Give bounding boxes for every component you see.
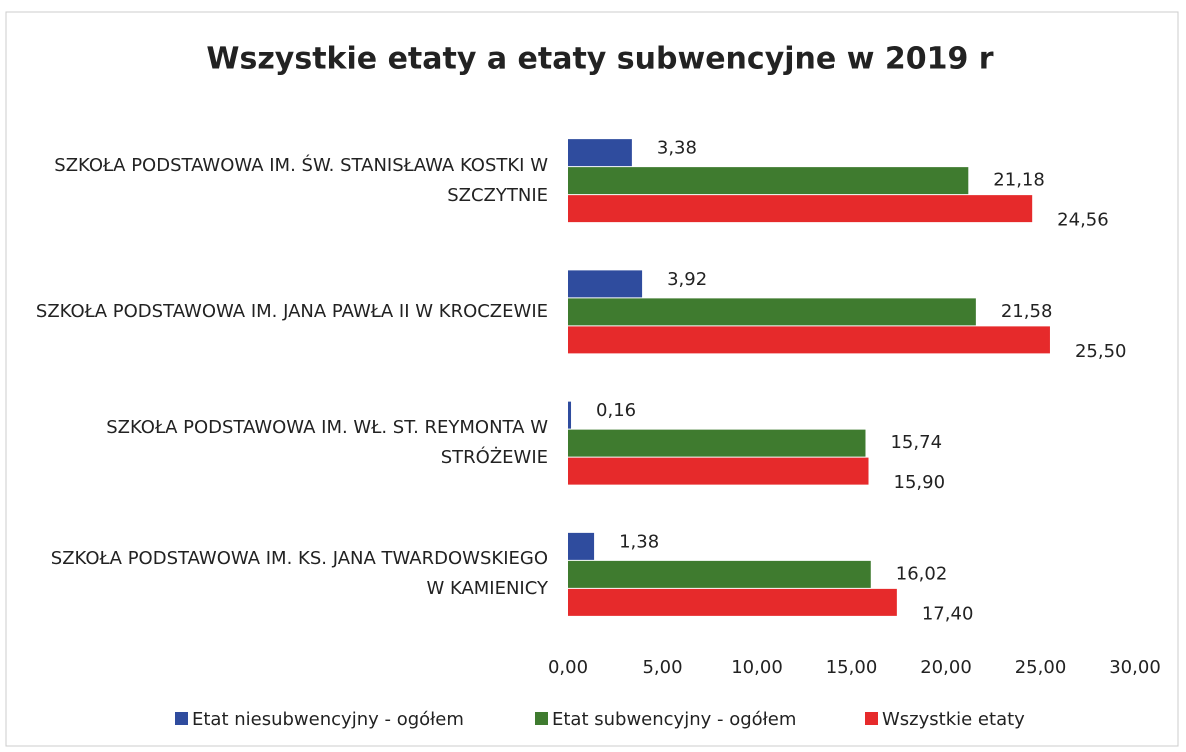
legend-label: Wszystkie etaty: [882, 709, 1025, 730]
value-label: 16,02: [896, 563, 948, 584]
bar: [568, 401, 572, 429]
value-label: 17,40: [922, 603, 974, 624]
bar: [568, 139, 632, 167]
category-label: SZKOŁA PODSTAWOWA IM. JANA PAWŁA II W KR…: [35, 300, 548, 322]
x-tick-label: 0,00: [548, 657, 588, 678]
x-tick-label: 20,00: [920, 657, 972, 678]
legend-label: Etat niesubwencyjny - ogółem: [192, 709, 464, 730]
x-tick-label: 15,00: [826, 657, 878, 678]
category-label: SZKOŁA PODSTAWOWA IM. ŚW. STANISŁAWA KOS…: [54, 154, 548, 206]
legend-label: Etat subwencyjny - ogółem: [552, 709, 796, 730]
legend-swatch: [865, 712, 878, 725]
bar: [568, 326, 1050, 354]
category-label: SZKOŁA PODSTAWOWA IM. WŁ. ST. REYMONTA W…: [106, 417, 548, 469]
x-tick-label: 25,00: [1015, 657, 1067, 678]
bar: [568, 270, 643, 298]
bar: [568, 532, 595, 560]
value-label: 1,38: [619, 531, 659, 552]
value-label: 15,74: [890, 432, 942, 453]
bar: [568, 588, 897, 616]
value-label: 21,58: [1001, 301, 1053, 322]
value-label: 24,56: [1057, 210, 1109, 231]
bar: [568, 429, 866, 457]
value-label: 3,38: [657, 138, 697, 159]
bar: [568, 195, 1033, 223]
category-label: SZKOŁA PODSTAWOWA IM. KS. JANA TWARDOWSK…: [50, 548, 548, 600]
value-label: 15,90: [894, 472, 946, 493]
x-tick-label: 5,00: [642, 657, 682, 678]
legend-swatch: [175, 712, 188, 725]
value-label: 21,18: [993, 170, 1045, 191]
bar: [568, 298, 976, 326]
chart-title: Wszystkie etaty a etaty subwencyjne w 20…: [206, 42, 993, 77]
bar: [568, 167, 969, 195]
bar: [568, 457, 869, 485]
legend-swatch: [535, 712, 548, 725]
value-label: 0,16: [596, 400, 636, 421]
chart-frame: [5, 11, 1179, 747]
x-tick-label: 10,00: [731, 657, 783, 678]
x-tick-label: 30,00: [1109, 657, 1161, 678]
value-label: 25,50: [1075, 341, 1127, 362]
bar: [568, 560, 871, 588]
value-label: 3,92: [667, 269, 707, 290]
